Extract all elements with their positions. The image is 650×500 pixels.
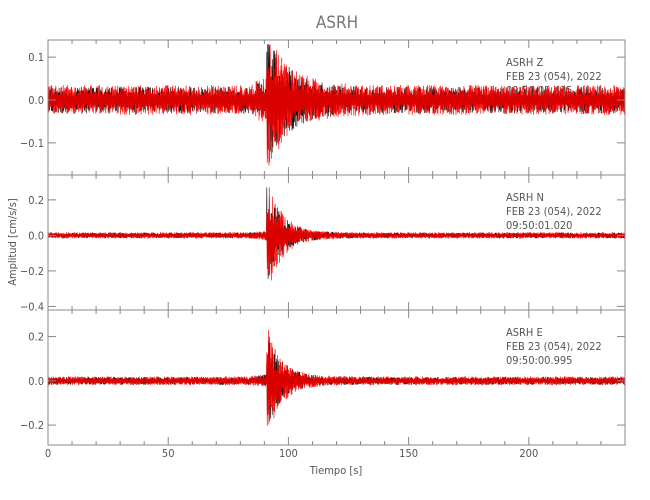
station-component-label: ASRH E — [506, 326, 543, 339]
x-tick-label: 200 — [519, 447, 538, 460]
trace-line — [47, 187, 626, 281]
y-tick-label: 0.0 — [28, 375, 44, 388]
date-label: FEB 23 (054), 2022 — [506, 70, 602, 83]
station-component-label: ASRH N — [506, 191, 544, 204]
y-tick-label: 0.2 — [28, 194, 44, 207]
y-tick-label: −0.2 — [20, 265, 44, 278]
y-tick-label: −0.4 — [20, 300, 44, 313]
trace-line — [47, 329, 626, 426]
date-label: FEB 23 (054), 2022 — [506, 340, 602, 353]
station-component-label: ASRH Z — [506, 56, 544, 69]
y-axis-label: Amplitud [cm/s/s] — [6, 198, 19, 286]
date-label: FEB 23 (054), 2022 — [506, 205, 602, 218]
y-tick-label: −0.1 — [20, 137, 44, 150]
start-time-label: 09:50:01.435 — [506, 84, 572, 97]
x-tick-label: 100 — [279, 447, 298, 460]
x-tick-label: 150 — [399, 447, 418, 460]
x-axis-label: Tiempo [s] — [309, 464, 363, 477]
start-time-label: 09:50:01.020 — [506, 219, 572, 232]
trace-line — [47, 44, 626, 166]
start-time-label: 09:50:00.995 — [506, 354, 572, 367]
x-tick-label: 50 — [162, 447, 175, 460]
y-tick-label: −0.2 — [20, 419, 44, 432]
y-tick-label: 0.1 — [28, 51, 44, 64]
y-tick-label: 0.0 — [28, 229, 44, 242]
y-tick-label: 0.0 — [28, 94, 44, 107]
chart-title: ASRH — [316, 13, 358, 33]
y-tick-label: 0.2 — [28, 331, 44, 344]
x-tick-label: 0 — [45, 447, 51, 460]
